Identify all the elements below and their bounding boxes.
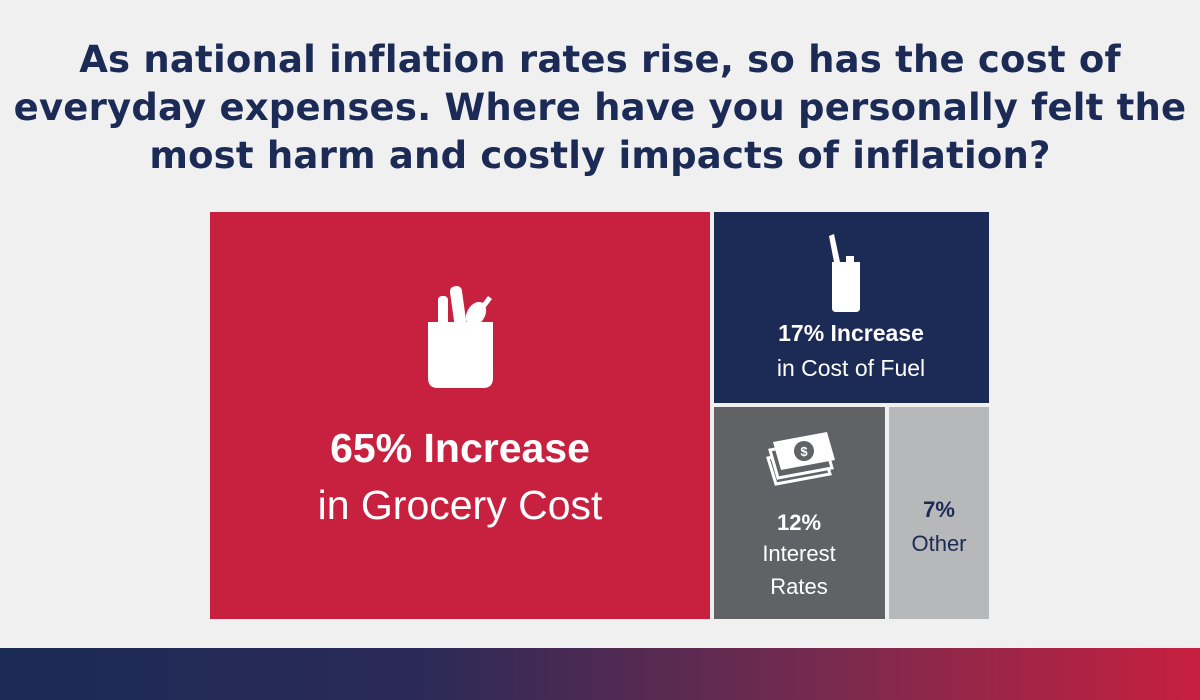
title-line-1: As national inflation rates rise, so has… [79,38,1121,81]
grocery-bag-icon [428,286,493,388]
tile-grocery [210,212,710,619]
label-fuel-rest: in Cost of Fuel [777,355,925,381]
label-interest-rest-1: Interest [762,541,835,566]
label-interest-bold: 12% [777,510,821,535]
title-line-2: everyday expenses. Where have you person… [13,86,1187,129]
fuel-can-icon [829,234,860,312]
svg-text:$: $ [800,444,808,459]
title-line-3: most harm and costly impacts of inflatio… [149,134,1051,177]
label-grocery-rest: in Grocery Cost [318,482,603,528]
label-fuel-bold: 17% Increase [778,320,924,346]
label-other-bold: 7% [923,497,955,522]
chart-title: As national inflation rates rise, so has… [0,36,1200,180]
label-grocery-bold: 65% Increase [330,425,590,471]
label-other-rest: Other [911,531,966,556]
label-interest-rest-2: Rates [770,574,827,599]
money-icon: $ [766,432,835,486]
bottom-gradient-bar [0,648,1200,700]
tile-other [889,407,989,619]
